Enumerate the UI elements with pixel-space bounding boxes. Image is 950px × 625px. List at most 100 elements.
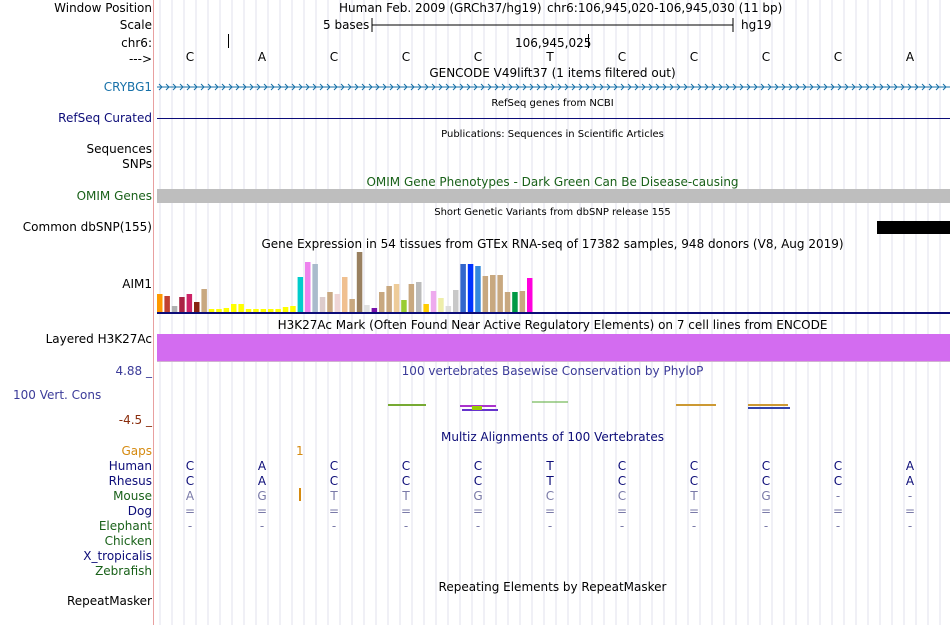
strand-chevron [347, 83, 352, 91]
strand-chevron [718, 83, 723, 91]
strand-chevron [291, 83, 296, 91]
gtex-tissue-bar [157, 294, 163, 312]
gtex-tissue-bar [194, 302, 200, 312]
publications-title[interactable]: Publications: Sequences in Scientific Ar… [441, 129, 664, 140]
dbsnp-title[interactable]: Short Genetic Variants from dbSNP releas… [434, 207, 671, 218]
species-label-dog[interactable]: Dog [127, 504, 152, 518]
h3k27ac-label[interactable]: Layered H3K27Ac [45, 332, 152, 346]
aligned-base: A [905, 474, 915, 488]
crybg1-gene-bar[interactable] [157, 81, 950, 93]
ruler-base: A [257, 50, 267, 64]
gtex-title[interactable]: Gene Expression in 54 tissues from GTEx … [261, 237, 844, 251]
chrom-label: chr6: [121, 36, 152, 50]
snps-label[interactable]: SNPs [122, 157, 152, 171]
ruler-base: C [617, 50, 627, 64]
aligned-base: C [185, 459, 195, 473]
strand-chevron [214, 83, 219, 91]
gtex-tissue-bar [512, 292, 518, 312]
position-text[interactable]: chr6:106,945,020-106,945,030 (11 bp) [547, 1, 783, 15]
aligned-base: T [546, 474, 554, 488]
gtex-tissue-bar [423, 304, 429, 312]
strand-chevron [417, 83, 422, 91]
gtex-tissue-bar [356, 252, 363, 312]
aligned-base: C [617, 474, 627, 488]
dbsnp-variant-block[interactable] [877, 221, 950, 234]
strand-chevron [487, 83, 492, 91]
cons-label[interactable]: 100 Vert. Cons [13, 388, 102, 402]
species-label-rhesus[interactable]: Rhesus [108, 474, 152, 488]
species-label-elephant[interactable]: Elephant [98, 519, 152, 533]
gencode-title[interactable]: GENCODE V49lift37 (1 items filtered out) [429, 66, 676, 80]
gaps-label[interactable]: Gaps [121, 444, 152, 458]
strand-chevron [431, 83, 436, 91]
strand-chevron [228, 83, 233, 91]
gtex-tissue-bar [208, 309, 215, 312]
aligned-base: = [904, 504, 916, 518]
refseq-label[interactable]: RefSeq Curated [58, 111, 152, 125]
omim-label[interactable]: OMIM Genes [76, 189, 152, 203]
strand-chevron [704, 83, 709, 91]
gtex-chart[interactable] [155, 250, 950, 315]
gaps-count: 1 [296, 444, 304, 458]
ruler-tick-center [588, 34, 589, 48]
strand-chevron [662, 83, 667, 91]
aligned-base: C [617, 489, 627, 503]
species-label-human[interactable]: Human [108, 459, 152, 473]
strand-chevron [774, 83, 779, 91]
ruler-base: C [761, 50, 771, 64]
gtex-tissue-bar [490, 275, 496, 312]
omim-phenotype-bar[interactable] [157, 189, 950, 203]
strand-chevron [683, 83, 688, 91]
species-label-zebrafish[interactable]: Zebrafish [95, 564, 152, 578]
aligned-base: - [835, 519, 841, 533]
aligned-base: - [619, 519, 625, 533]
species-label-chicken[interactable]: Chicken [104, 534, 152, 548]
strand-chevron [620, 83, 625, 91]
strand-chevron [578, 83, 583, 91]
strand-chevron [858, 83, 863, 91]
strand-chevron [760, 83, 765, 91]
sequences-label[interactable]: Sequences [86, 142, 152, 156]
phylop-signal[interactable] [380, 396, 800, 416]
gtex-tissue-bar [467, 264, 474, 312]
strand-chevron [655, 83, 660, 91]
gtex-tissue-bar [401, 300, 407, 312]
repeatmasker-title[interactable]: Repeating Elements by RepeatMasker [438, 580, 667, 594]
h3k27ac-title[interactable]: H3K27Ac Mark (Often Found Near Active Re… [277, 318, 828, 332]
strand-chevron [921, 83, 926, 91]
aligned-base: = [760, 504, 772, 518]
strand-chevron [319, 83, 324, 91]
refseq-title[interactable]: RefSeq genes from NCBI [491, 98, 614, 109]
strand-chevron [613, 83, 618, 91]
scale-bar [371, 18, 734, 32]
crybg1-label[interactable]: CRYBG1 [103, 80, 152, 94]
strand-chevron [753, 83, 758, 91]
refseq-gene-line[interactable] [157, 118, 950, 119]
strand-chevron [522, 83, 527, 91]
strand-chevron [382, 83, 387, 91]
aligned-base: - [907, 519, 913, 533]
repeatmasker-label[interactable]: RepeatMasker [66, 594, 152, 608]
strand-chevron [781, 83, 786, 91]
aligned-base: = [616, 504, 628, 518]
strand-chevron [928, 83, 933, 91]
phylop-title[interactable]: 100 vertebrates Basewise Conservation by… [401, 364, 704, 378]
species-label-mouse[interactable]: Mouse [113, 489, 152, 503]
aligned-base: C [401, 459, 411, 473]
aligned-base: = [256, 504, 268, 518]
omim-title[interactable]: OMIM Gene Phenotypes - Dark Green Can Be… [366, 175, 739, 189]
gtex-tissue-bar [482, 276, 489, 312]
aligned-base: = [688, 504, 700, 518]
dbsnp-label[interactable]: Common dbSNP(155) [22, 220, 152, 234]
gtex-gene-label[interactable]: AIM1 [122, 277, 152, 291]
h3k27ac-signal[interactable] [157, 334, 950, 361]
strand-chevron [942, 83, 947, 91]
strand-chevron [200, 83, 205, 91]
strand-chevron [515, 83, 520, 91]
aligned-base: - [547, 519, 553, 533]
multiz-title[interactable]: Multiz Alignments of 100 Vertebrates [440, 430, 665, 444]
strand-chevron [480, 83, 485, 91]
species-label-x_tropicalis[interactable]: X_tropicalis [83, 549, 152, 563]
strand-chevron [284, 83, 289, 91]
gtex-tissue-bar [497, 275, 503, 312]
